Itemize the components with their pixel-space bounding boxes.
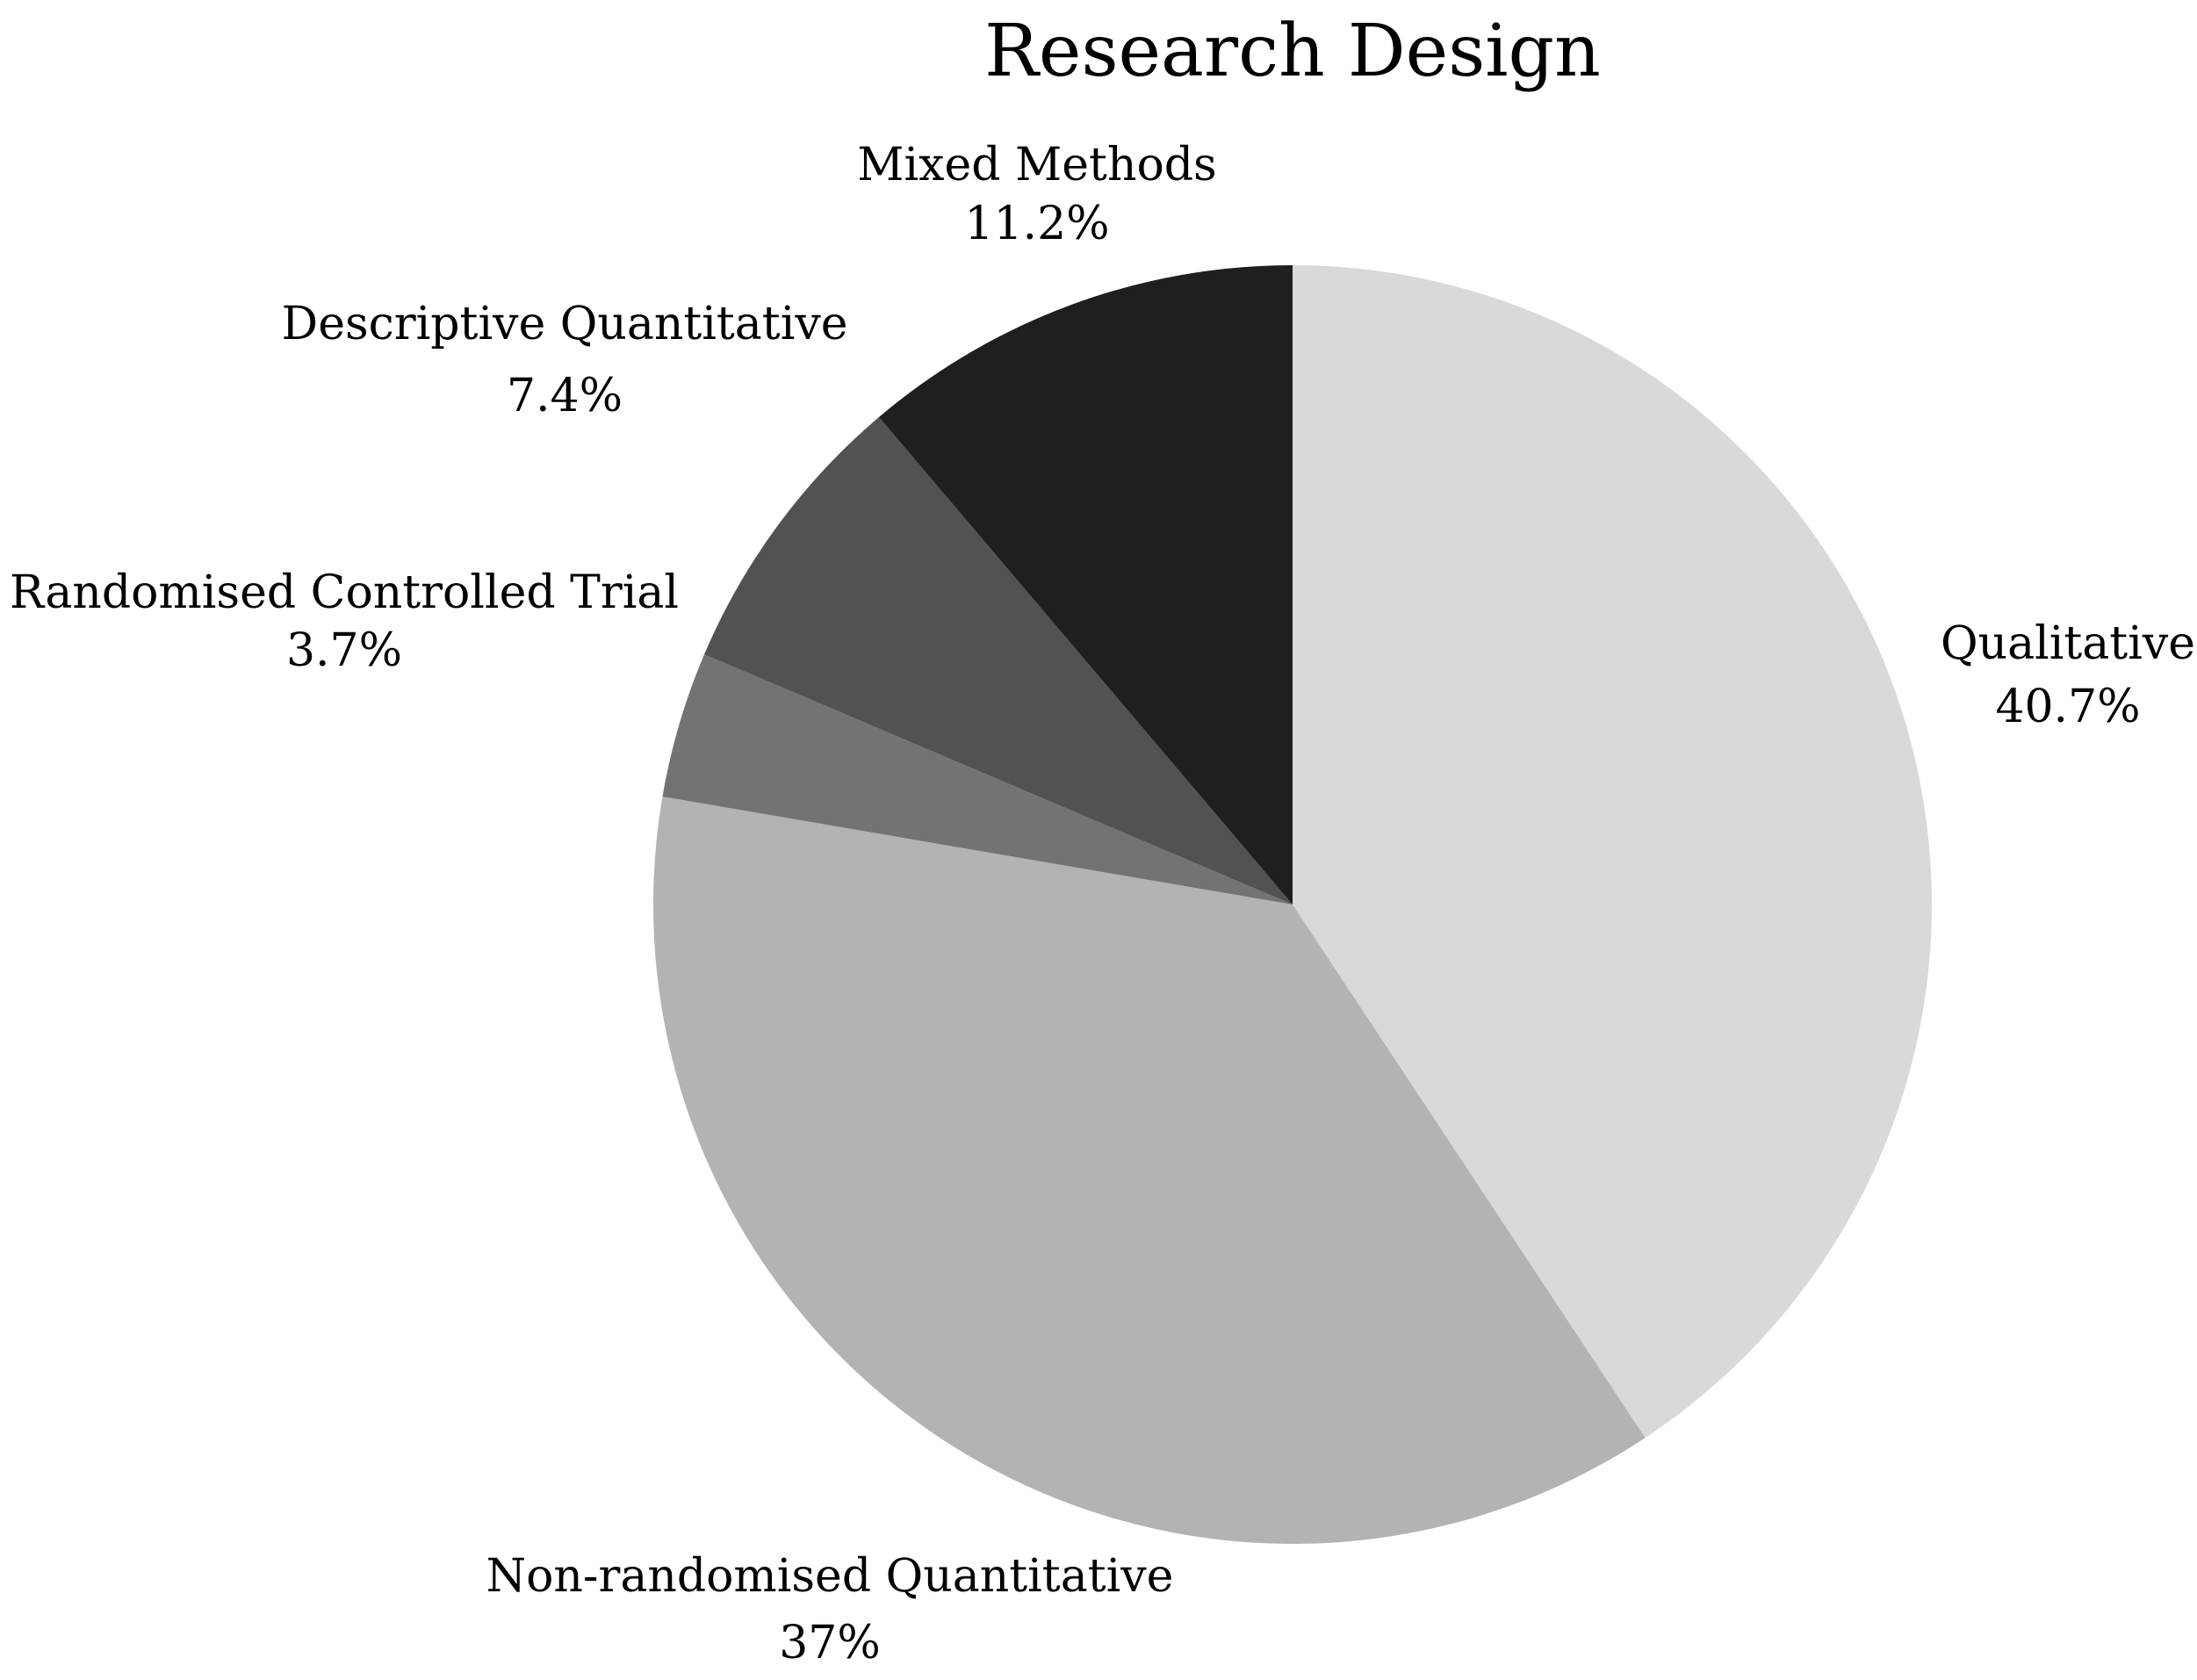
slice-value-label: 11.2% bbox=[964, 198, 1109, 250]
slice-value-label: 37% bbox=[779, 1617, 881, 1669]
slice-label: Randomised Controlled Trial bbox=[10, 566, 679, 619]
chart-title: Research Design bbox=[984, 10, 1601, 93]
slice-labels: Qualitative 40.7% Non-randomised Quantitat… bbox=[10, 139, 2195, 1669]
slice-value-label: 3.7% bbox=[286, 624, 402, 677]
slice-value-label: 40.7% bbox=[1995, 681, 2140, 733]
pie-slices bbox=[652, 265, 1932, 1544]
slice-value-label: 7.4% bbox=[507, 370, 623, 422]
slice-label: Descriptive Quantitative bbox=[282, 298, 848, 350]
pie-slice-randomised-controlled-trial bbox=[662, 654, 1293, 905]
pie-slice-qualitative bbox=[1293, 265, 1932, 1438]
pie-slice-descriptive-quantitative bbox=[704, 416, 1293, 905]
pie-slice-mixed-methods bbox=[878, 265, 1293, 905]
slice-label: Qualitative bbox=[1941, 617, 2195, 670]
slice-label: Mixed Methods bbox=[857, 139, 1216, 191]
slice-label: Non-randomised Quantitative bbox=[486, 1550, 1174, 1603]
pie-slice-non-randomised-quantitative bbox=[652, 797, 1646, 1544]
